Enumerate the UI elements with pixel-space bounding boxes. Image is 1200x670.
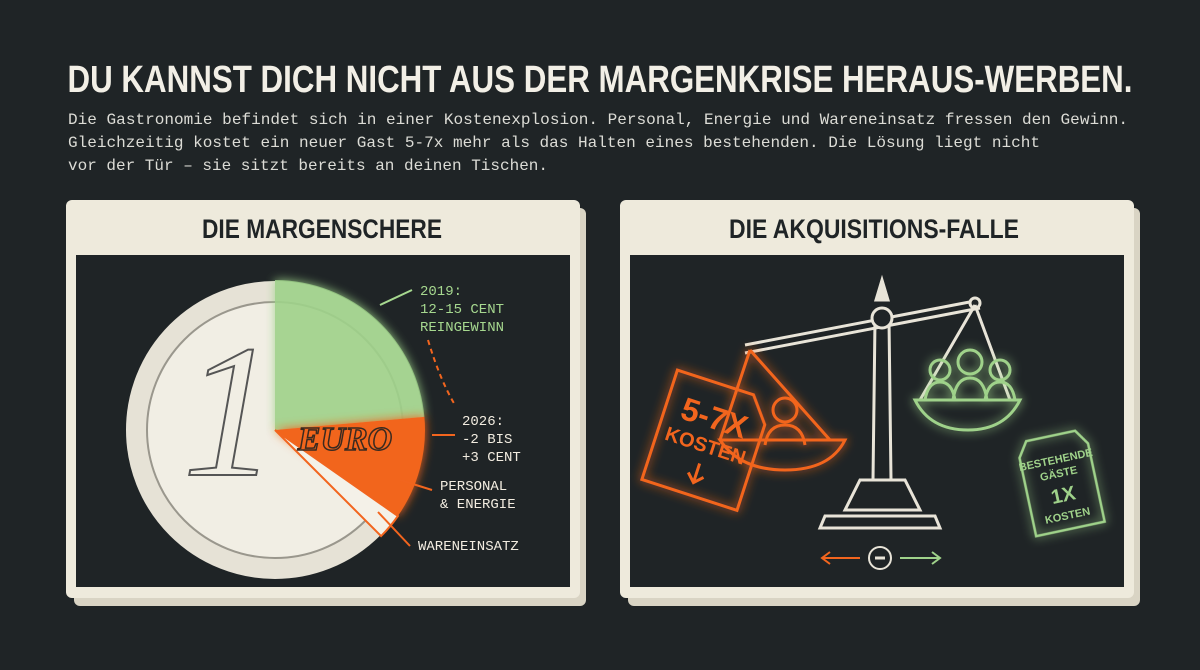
coin-numeral: 1 <box>183 307 278 517</box>
panel: DIE MARGENSCHERE 1 EURO 2019: 12-15 CENT… <box>66 200 586 606</box>
coin-word: EURO <box>297 421 392 458</box>
title: DU KANNST DICH NICHT AUS DER MARGENKRISE… <box>68 59 1133 101</box>
callout-text: -2 BIS <box>462 432 512 448</box>
callout-text: 2019: <box>420 284 462 300</box>
callout-text: 12-15 CENT <box>420 302 504 318</box>
tag-text: 1X <box>1049 482 1078 509</box>
intro-line: vor der Tür – sie sitzt bereits an deine… <box>68 157 548 175</box>
intro-line: Die Gastronomie befindet sich in einer K… <box>68 111 1128 129</box>
callout-text: +3 CENT <box>462 450 521 466</box>
profit-wedge <box>275 280 425 430</box>
new-guest-pan <box>717 349 848 472</box>
callout-text: 2026: <box>462 414 504 430</box>
callout-text: & ENERGIE <box>440 497 516 513</box>
panel-title: DIE AKQUISITIONS-FALLE <box>729 214 1019 244</box>
intro-line: Gleichzeitig kostet ein neuer Gast 5-7x … <box>68 134 1040 152</box>
callout: PERSONAL & ENERGIE WARENEINSATZ <box>418 479 519 555</box>
panel-title: DIE MARGENSCHERE <box>202 214 442 244</box>
scale <box>744 274 1012 530</box>
callout: 2019: 12-15 CENT REINGEWINN <box>420 284 504 336</box>
callout-text: PERSONAL <box>440 479 507 495</box>
goods-wedge <box>274 429 400 538</box>
panel: DIE AKQUISITIONS-FALLE 5-7X KOSTEN <box>620 200 1140 606</box>
callout: 2026: -2 BIS +3 CENT <box>462 414 521 466</box>
existing-guest-pan <box>912 348 1023 432</box>
callout-text: REINGEWINN <box>420 320 504 336</box>
balance-indicator <box>820 546 942 570</box>
cost-wedge <box>275 416 425 516</box>
callout-text: WARENEINSATZ <box>418 539 519 555</box>
